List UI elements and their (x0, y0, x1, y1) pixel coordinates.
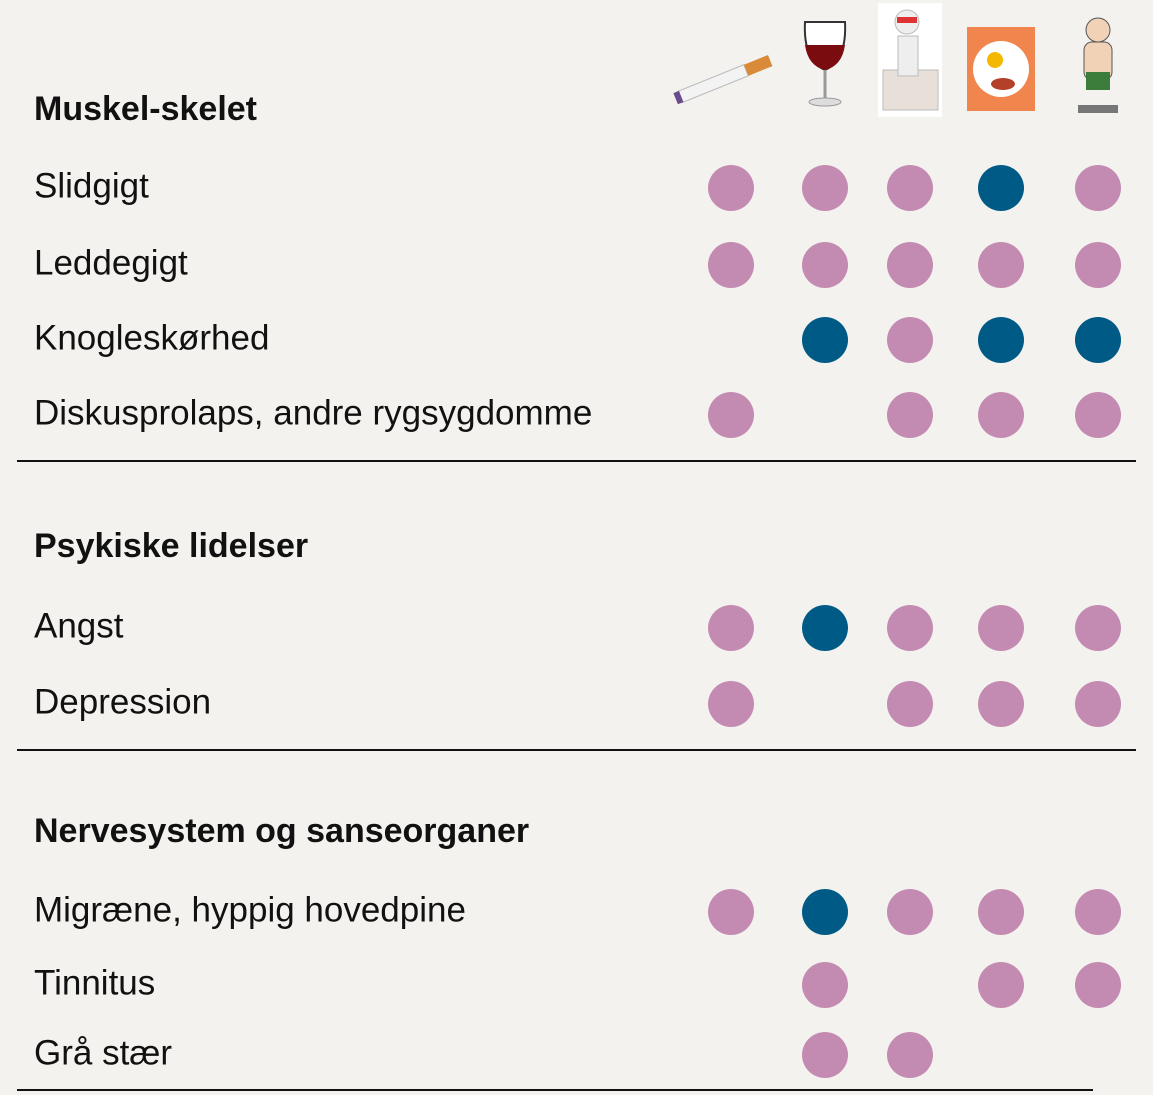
section-title: Psykiske lidelser (34, 527, 308, 565)
row-label: Knogleskørhed (34, 318, 269, 357)
dot (1075, 242, 1121, 288)
dot (1075, 605, 1121, 651)
dot (708, 605, 754, 651)
wine-icon (805, 22, 845, 106)
page: Muskel-skelet Slidgigt Leddegigt Knogleskør… (0, 0, 1153, 1095)
cigarette-icon (673, 55, 772, 104)
dot (708, 392, 754, 438)
dot (887, 392, 933, 438)
dot (802, 605, 848, 651)
dot (887, 681, 933, 727)
section-title: Muskel-skelet (34, 90, 257, 128)
dot (887, 889, 933, 935)
dot (978, 242, 1024, 288)
dot (802, 1032, 848, 1078)
dot (802, 165, 848, 211)
dot (978, 889, 1024, 935)
couch-figure-icon (878, 3, 942, 117)
scale-man-icon (1078, 18, 1118, 113)
dot (978, 605, 1024, 651)
row-label: Tinnitus (34, 963, 155, 1002)
section-title: Nervesystem og sanseorganer (34, 812, 529, 850)
dot (1075, 317, 1121, 363)
dot (708, 681, 754, 727)
dot (978, 165, 1024, 211)
dot (978, 317, 1024, 363)
icons (673, 3, 1118, 117)
row-label: Diskusprolaps, andre rygsygdomme (34, 393, 592, 432)
dot (978, 392, 1024, 438)
row-label: Grå stær (34, 1033, 172, 1072)
row-label: Leddegigt (34, 243, 188, 282)
dot (887, 165, 933, 211)
dot (1075, 889, 1121, 935)
table: Muskel-skelet Slidgigt Leddegigt Knogleskør… (0, 0, 1153, 1095)
row-label: Migræne, hyppig hovedpine (34, 890, 466, 929)
row-label: Depression (34, 682, 211, 721)
dot (887, 1032, 933, 1078)
food-icon (967, 27, 1035, 111)
row-label: Angst (34, 606, 124, 645)
row-label: Slidgigt (34, 166, 149, 205)
dot (887, 605, 933, 651)
dot (1075, 681, 1121, 727)
dot (887, 317, 933, 363)
dot (1075, 165, 1121, 211)
dot (802, 242, 848, 288)
dot (708, 165, 754, 211)
dot (802, 889, 848, 935)
dot (708, 889, 754, 935)
dot (802, 962, 848, 1008)
dot (708, 242, 754, 288)
dot (978, 681, 1024, 727)
dot (1075, 392, 1121, 438)
dot (978, 962, 1024, 1008)
dot (887, 242, 933, 288)
dot (1075, 962, 1121, 1008)
dot (802, 317, 848, 363)
